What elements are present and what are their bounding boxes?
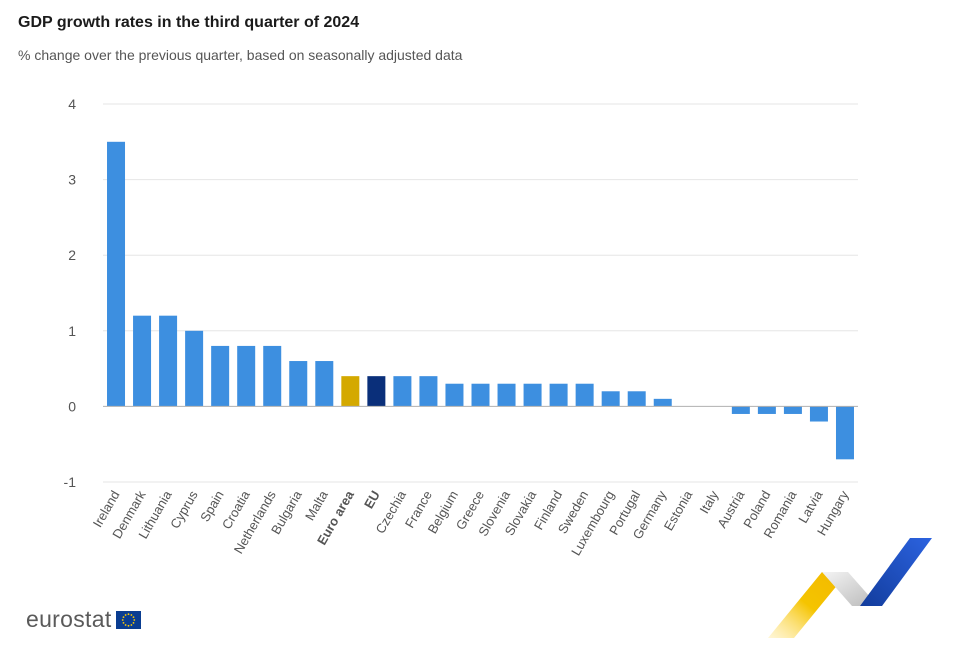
bar-romania	[783, 406, 802, 414]
bar-france	[419, 376, 438, 407]
bar-netherlands	[263, 345, 282, 407]
decorative-ribbon-graphic	[768, 538, 932, 638]
eurostat-logo: eurostat	[26, 606, 141, 633]
y-tick-label: -1	[64, 474, 77, 490]
y-tick-label: 3	[68, 172, 76, 188]
bar-sweden	[575, 383, 594, 407]
bar-ireland	[107, 141, 126, 407]
bar-latvia	[809, 406, 828, 422]
y-tick-label: 0	[68, 398, 76, 414]
bar-czechia	[393, 376, 412, 407]
bar-hungary	[835, 406, 854, 460]
bar-malta	[315, 361, 334, 407]
grid-layer	[103, 103, 858, 483]
chart-subtitle: % change over the previous quarter, base…	[18, 47, 463, 63]
bars-layer	[107, 141, 854, 460]
bar-poland	[757, 406, 776, 414]
labels-layer: IrelandDenmarkLithuaniaCyprusSpainCroati…	[90, 487, 852, 558]
eu-flag-icon	[115, 610, 141, 629]
bar-croatia	[237, 345, 256, 407]
y-tick-label: 2	[68, 247, 76, 263]
bar-slovenia	[497, 383, 516, 407]
chart-title: GDP growth rates in the third quarter of…	[18, 14, 360, 31]
bar-slovakia	[523, 383, 542, 407]
bar-denmark	[133, 315, 152, 407]
bar-cyprus	[185, 330, 204, 407]
axis-layer: -1 0 1 2 3 4	[64, 96, 858, 490]
bar-eu	[367, 376, 386, 407]
bar-luxembourg	[601, 391, 620, 407]
bar-belgium	[445, 383, 464, 407]
x-tick-label: EU	[361, 488, 383, 511]
bar-portugal	[627, 391, 646, 407]
bar-chart: -1 0 1 2 3 4 IrelandDenmarkLithuaniaCyprusSpa…	[64, 96, 858, 558]
bar-lithuania	[159, 315, 178, 407]
logo-text: eurostat	[26, 606, 112, 632]
bar-greece	[471, 383, 490, 407]
bar-euro-area	[341, 376, 360, 407]
bar-spain	[211, 345, 230, 407]
bar-finland	[549, 383, 568, 407]
bar-germany	[653, 398, 672, 407]
y-tick-label: 4	[68, 96, 76, 112]
x-tick-label: Italy	[696, 488, 721, 517]
y-tick-label: 1	[68, 323, 76, 339]
bar-bulgaria	[289, 361, 308, 407]
bar-austria	[731, 406, 750, 414]
